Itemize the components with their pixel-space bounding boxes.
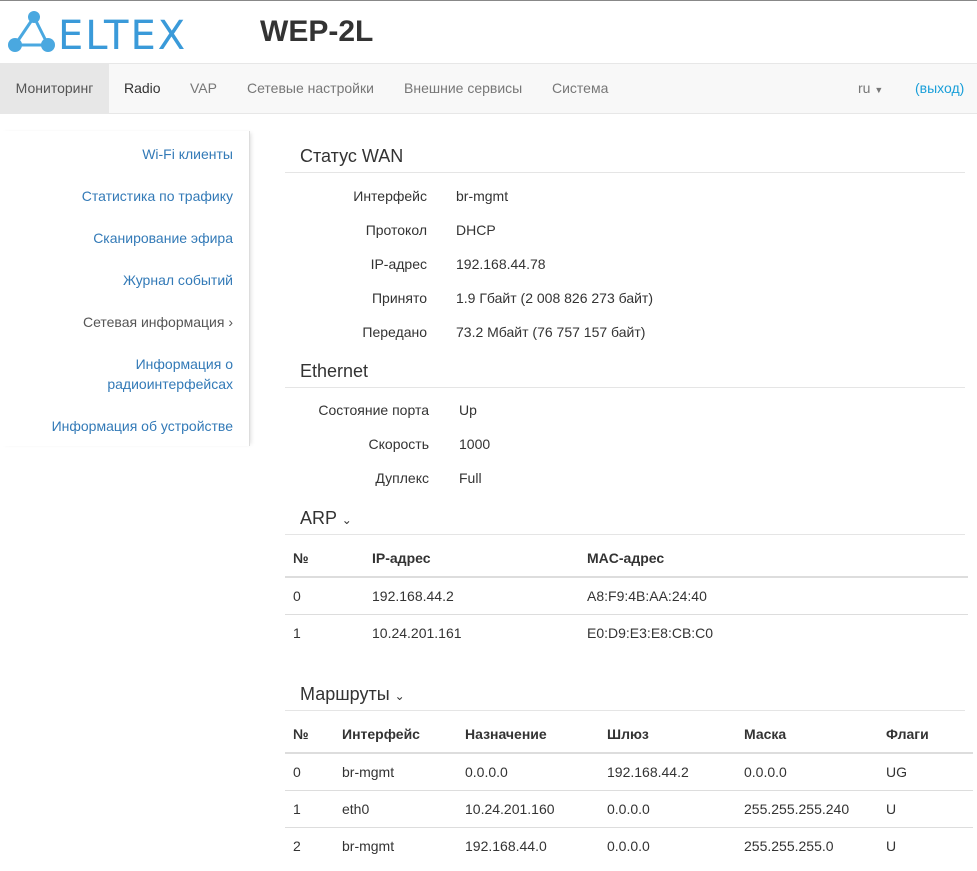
field-label: IP-адрес: [370, 256, 427, 272]
routes-title-text: Маршруты: [300, 684, 390, 704]
tab-network-settings[interactable]: Сетевые настройки: [247, 80, 374, 96]
table-row: 1 10.24.201.161 E0:D9:E3:E8:CB:C0: [285, 613, 968, 651]
table-header-row: № Интерфейс Назначение Шлюз Маска Флаги: [285, 715, 973, 754]
tab-system[interactable]: Система: [552, 80, 609, 96]
table-cell: E0:D9:E3:E8:CB:C0: [579, 613, 968, 651]
field-label: Скорость: [368, 436, 429, 452]
table-cell: A8:F9:4B:AA:24:40: [579, 576, 968, 614]
table-cell: 255.255.255.240: [736, 789, 878, 827]
tab-external-services[interactable]: Внешние сервисы: [404, 80, 523, 96]
field-value: Up: [459, 402, 477, 418]
chevron-down-icon: ⌄: [394, 689, 405, 703]
field-value: 1.9 Гбайт (2 008 826 273 байт): [456, 290, 653, 306]
table-cell: 2: [285, 826, 334, 864]
chevron-right-icon: ›: [228, 314, 233, 330]
table-cell: UG: [878, 752, 973, 790]
field-label: Интерфейс: [353, 188, 427, 204]
wan-status-title: Статус WAN: [285, 146, 965, 173]
column-header: №: [285, 539, 364, 578]
column-header: MAC-адрес: [579, 539, 968, 578]
table-header-row: № IP-адрес MAC-адрес: [285, 539, 968, 578]
sidebar-item-traffic-stats[interactable]: Статистика по трафику: [81, 188, 233, 204]
field-value: Full: [459, 470, 482, 486]
table-row: 1 eth0 10.24.201.160 0.0.0.0 255.255.255.240…: [285, 789, 973, 827]
tab-monitoring[interactable]: Мониторинг: [0, 64, 109, 113]
routes-title[interactable]: Маршруты ⌄: [285, 684, 965, 711]
table-cell: 0: [285, 576, 364, 614]
arp-table: № IP-адрес MAC-адрес 0 192.168.44.2 A8:F9:4B:…: [285, 539, 968, 651]
table-cell: 0.0.0.0: [599, 789, 736, 827]
table-cell: 192.168.44.2: [364, 576, 579, 614]
table-cell: 10.24.201.161: [364, 613, 579, 651]
device-model: WEP-2L: [260, 15, 374, 48]
field-value: DHCP: [456, 222, 496, 238]
sidebar-item-wifi-clients[interactable]: Wi-Fi клиенты: [142, 146, 233, 162]
field-label: Протокол: [365, 222, 427, 238]
table-cell: 0.0.0.0: [736, 752, 878, 790]
routes-table: № Интерфейс Назначение Шлюз Маска Флаги 0 br-mg…: [285, 715, 973, 864]
tab-vap[interactable]: VAP: [190, 80, 217, 96]
field-label: Состояние порта: [318, 402, 429, 418]
table-row: 2 br-mgmt 192.168.44.0 0.0.0.0 255.255.255.0…: [285, 826, 973, 864]
sidebar-item-event-log[interactable]: Журнал событий: [122, 272, 233, 288]
caret-down-icon: ▼: [874, 85, 884, 95]
language-dropdown[interactable]: ru ▼: [858, 64, 883, 113]
column-header: Интерфейс: [334, 715, 457, 754]
table-cell: br-mgmt: [334, 826, 457, 864]
field-value: 73.2 Мбайт (76 757 157 байт): [456, 324, 646, 340]
arp-title-text: ARP: [300, 508, 337, 528]
table-cell: 255.255.255.0: [736, 826, 878, 864]
field-value: 1000: [459, 436, 491, 452]
table-cell: 192.168.44.2: [599, 752, 736, 790]
column-header: Назначение: [457, 715, 599, 754]
top-nav: Мониторинг Radio VAP Сетевые настройки В…: [0, 63, 977, 114]
sidebar-item-network-info[interactable]: Сетевая информация ›: [83, 312, 233, 332]
sidebar-item-label: Сетевая информация: [82, 314, 225, 330]
sidebar: Wi-Fi клиенты Статистика по трафику Скан…: [0, 131, 250, 446]
column-header: №: [285, 715, 334, 754]
field-value: 192.168.44.78: [456, 256, 546, 272]
sidebar-item-radio-info[interactable]: Информация о радиоинтерфейсах: [107, 356, 233, 392]
field-value: br-mgmt: [456, 188, 509, 204]
table-cell: eth0: [334, 789, 457, 827]
table-cell: 0: [285, 752, 334, 790]
eltex-logo: ELTEX: [8, 11, 187, 53]
table-cell: 1: [285, 789, 334, 827]
field-label: Передано: [362, 324, 427, 340]
table-cell: U: [878, 789, 973, 827]
table-cell: 0.0.0.0: [599, 826, 736, 864]
chevron-down-icon: ⌄: [341, 513, 352, 527]
table-cell: br-mgmt: [334, 752, 457, 790]
column-header: Шлюз: [599, 715, 736, 754]
table-cell: 0.0.0.0: [457, 752, 599, 790]
sidebar-item-air-scan[interactable]: Сканирование эфира: [93, 230, 233, 246]
tab-radio[interactable]: Radio: [124, 80, 161, 96]
column-header: IP-адрес: [364, 539, 579, 578]
column-header: Маска: [736, 715, 878, 754]
logout-link[interactable]: (выход): [915, 80, 965, 96]
field-label: Дуплекс: [375, 470, 429, 486]
table-row: 0 192.168.44.2 A8:F9:4B:AA:24:40: [285, 576, 968, 614]
table-cell: 1: [285, 613, 364, 651]
table-cell: U: [878, 826, 973, 864]
sidebar-item-device-info[interactable]: Информация об устройстве: [51, 418, 233, 434]
language-value: ru: [858, 80, 871, 96]
svg-text:ELTEX: ELTEX: [58, 13, 187, 53]
table-cell: 192.168.44.0: [457, 826, 599, 864]
table-cell: 10.24.201.160: [457, 789, 599, 827]
field-label: Принято: [371, 290, 427, 306]
arp-title[interactable]: ARP ⌄: [285, 508, 965, 535]
column-header: Флаги: [878, 715, 973, 754]
table-row: 0 br-mgmt 0.0.0.0 192.168.44.2 0.0.0.0 UG: [285, 752, 973, 790]
ethernet-title: Ethernet: [285, 361, 965, 388]
